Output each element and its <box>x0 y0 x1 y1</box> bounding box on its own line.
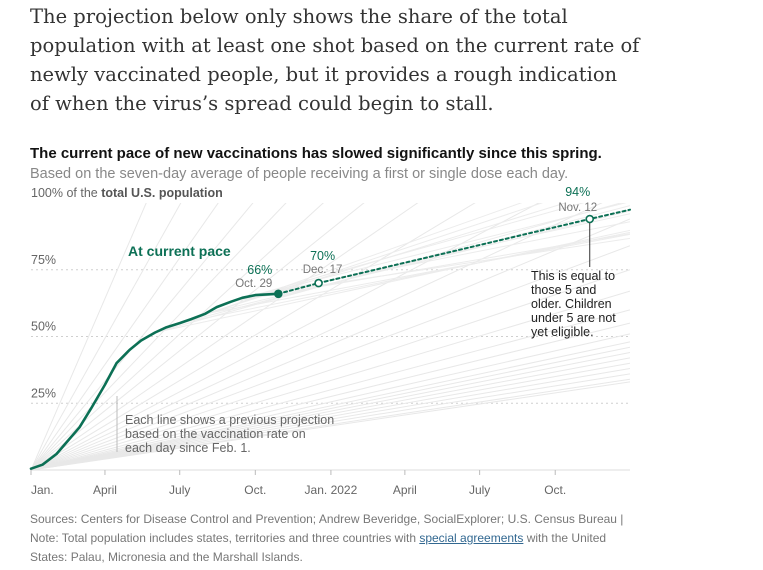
eligibility-note-line: under 5 are not <box>531 311 616 325</box>
lines-note-line: based on the vaccination rate on <box>125 427 306 441</box>
previous-projection-line <box>31 346 630 470</box>
previous-projection-line <box>31 290 630 470</box>
x-tick-label: July <box>469 483 490 497</box>
previous-projection-line <box>31 203 287 470</box>
marker-point <box>314 278 323 288</box>
projection-line <box>277 208 631 295</box>
vaccination-chart: 100% of the total U.S. population 75% 50% 2… <box>29 185 631 497</box>
previous-projection-line <box>31 245 630 470</box>
previous-projection-line <box>31 203 540 470</box>
marker-point <box>585 214 595 224</box>
previous-projection-line <box>31 269 630 470</box>
y-top-label-prefix: 100% of the <box>31 186 101 200</box>
special-agreements-link[interactable]: special agreements <box>419 531 524 545</box>
eligibility-note-line: This is equal to <box>531 269 615 283</box>
x-tick-label: Jan. 2022 <box>305 483 358 497</box>
sources-note: Sources: Centers for Disease Control and… <box>30 510 640 567</box>
marker-percent-label: 94% <box>565 185 590 199</box>
previous-projection-lines <box>31 203 630 470</box>
previous-projection-line <box>31 357 630 470</box>
eligibility-note-line: yet eligible. <box>531 325 594 339</box>
previous-projection-line <box>31 352 630 470</box>
previous-projection-line <box>31 203 419 470</box>
x-tick-label: April <box>393 483 417 497</box>
lines-note-line: each day since Feb. 1. <box>125 441 251 455</box>
series-lines <box>29 208 631 471</box>
sources-text-end: with the United States: Palau, Micronesi… <box>30 531 607 564</box>
y-top-label-bold: total U.S. population <box>101 186 223 200</box>
previous-projection-line <box>230 203 585 303</box>
previous-projection-line <box>31 373 630 470</box>
previous-projection-line <box>31 378 630 470</box>
marker-percent-label: 66% <box>247 263 272 277</box>
y-tick-label: 50% <box>31 320 56 334</box>
previous-projection-line <box>31 203 219 470</box>
marker-percent-label: 70% <box>310 249 335 263</box>
previous-projection-line <box>31 218 630 470</box>
sources-text: Sources: Centers for Disease Control and… <box>30 512 624 545</box>
y-tick-label: 75% <box>31 253 56 267</box>
markers: 66%Oct. 29 70%Dec. 17 94% Nov. 12 <box>235 185 597 299</box>
x-tick-label: April <box>93 483 117 497</box>
series-label-current-pace: At current pace <box>128 243 231 259</box>
marker-date-label: Oct. 29 <box>235 278 272 290</box>
x-tick-label: Oct. <box>244 483 266 497</box>
previous-projection-line <box>31 203 324 470</box>
eligibility-note-line: older. Children <box>531 297 612 311</box>
previous-projection-line <box>31 309 630 470</box>
axes: 100% of the total U.S. population 75% 50% 2… <box>30 186 630 497</box>
eligibility-note-line: those 5 and <box>531 283 596 297</box>
intro-paragraph: The projection below only shows the shar… <box>30 5 640 115</box>
lines-note-line: Each line shows a previous projection <box>125 413 334 427</box>
previous-projection-line <box>31 203 476 470</box>
previous-projection-line <box>31 368 630 470</box>
previous-projection-line <box>31 203 182 470</box>
x-tick-label: Jan. <box>31 483 54 497</box>
x-tick-label: Oct. <box>544 483 566 497</box>
previous-projection-line <box>179 205 630 324</box>
previous-projection-line <box>31 203 365 470</box>
previous-projection-line <box>230 233 630 303</box>
chart-title: The current pace of new vaccinations has… <box>30 145 602 162</box>
marker-date-label: Nov. 12 <box>558 202 597 214</box>
y-tick-label: 25% <box>31 386 56 400</box>
marker-point <box>274 289 283 299</box>
y-top-label: 100% of the total U.S. population <box>31 186 223 200</box>
previous-projection-line <box>31 362 630 470</box>
previous-projection-line <box>205 233 630 315</box>
previous-projection-line <box>31 333 630 470</box>
previous-projection-line <box>31 341 630 470</box>
chart-subtitle: Based on the seven-day average of people… <box>30 166 569 182</box>
marker-date-label: Dec. 17 <box>303 264 343 276</box>
x-tick-label: July <box>169 483 190 497</box>
previous-projection-line <box>31 203 147 470</box>
previous-projection-line <box>31 203 603 470</box>
previous-projection-line <box>179 231 630 324</box>
actual-line <box>29 292 280 471</box>
previous-projection-line <box>31 322 630 470</box>
